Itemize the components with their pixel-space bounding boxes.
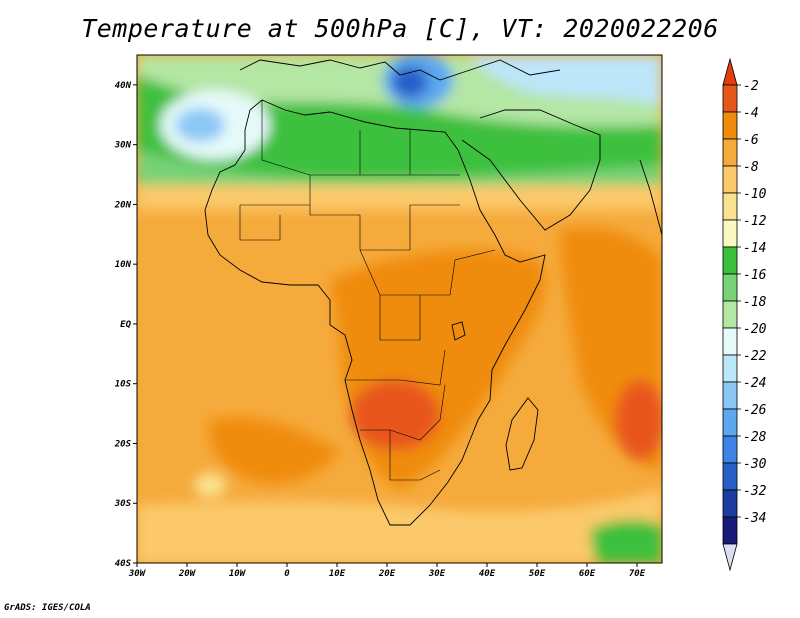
lon-tick-label: 10W xyxy=(229,569,247,579)
colorbar-swatch xyxy=(722,246,738,275)
map-title: Temperature at 500hPa [C], VT: 202002220… xyxy=(81,14,719,43)
colorbar-label: -30 xyxy=(743,457,767,472)
field-cold-trough-core xyxy=(392,66,428,98)
lon-tick-label: 60E xyxy=(579,569,596,579)
colorbar: -2 -4 -6 -8 -10 -12 -14 -16 -18 -20 -22 -24 -26 -28 -3… xyxy=(722,57,767,572)
temperature-field xyxy=(137,55,662,563)
lon-tick-label: 30W xyxy=(128,569,147,579)
colorbar-bottom-arrow xyxy=(722,543,738,572)
lon-tick-label: 70E xyxy=(629,569,646,579)
colorbar-swatch xyxy=(722,192,738,221)
field-band-transition xyxy=(137,185,662,210)
colorbar-swatch xyxy=(722,354,738,383)
field-warm-atlantic xyxy=(209,417,340,484)
colorbar-swatch xyxy=(722,381,738,410)
colorbar-swatch xyxy=(722,462,738,491)
lat-tick-label: 30S xyxy=(114,499,132,509)
colorbar-swatch xyxy=(722,408,738,437)
colorbar-swatch xyxy=(722,489,738,518)
colorbar-label: -26 xyxy=(743,403,767,418)
colorbar-label: -20 xyxy=(743,322,767,337)
grads-credit: GrADS: IGES/COLA xyxy=(4,603,91,613)
lon-tick-label: 50E xyxy=(529,569,546,579)
colorbar-swatch xyxy=(722,300,738,329)
colorbar-swatch xyxy=(722,165,738,194)
field-hot-core-southern-africa xyxy=(350,380,440,450)
map-frame xyxy=(136,54,663,564)
lon-tick-label: 30E xyxy=(428,569,446,579)
lon-tick-label: 10E xyxy=(329,569,346,579)
field-cold-core-west xyxy=(175,108,225,142)
colorbar-label: -2 xyxy=(743,79,759,94)
colorbar-label: -18 xyxy=(743,295,767,310)
africa-coastline xyxy=(204,99,546,526)
field-cold-pocket-east xyxy=(470,55,662,105)
border-lines xyxy=(239,100,496,481)
arabia-coastline xyxy=(461,109,601,231)
colorbar-label: -8 xyxy=(743,160,759,175)
colorbar-label: -24 xyxy=(743,376,766,391)
colorbar-swatch xyxy=(722,111,738,140)
lat-tick-label: 10N xyxy=(115,260,132,270)
colorbar-swatch xyxy=(722,516,738,545)
india-coastline xyxy=(639,159,662,236)
colorbar-swatch xyxy=(722,327,738,356)
lon-tick-label: 20E xyxy=(378,569,396,579)
lat-tick-label: 40S xyxy=(115,559,132,569)
colorbar-label: -22 xyxy=(743,349,767,364)
lon-tick-label: 40E xyxy=(479,569,496,579)
field-pale-pocket xyxy=(194,473,226,497)
colorbar-swatch xyxy=(722,435,738,464)
colorbar-top-arrow xyxy=(722,57,738,86)
colorbar-swatch xyxy=(722,84,738,113)
colorbar-label: -34 xyxy=(743,511,766,526)
lat-tick-label: 40N xyxy=(115,81,132,91)
colorbar-label: -4 xyxy=(743,106,759,121)
lake-victoria xyxy=(451,321,466,341)
lon-tick-label: 20W xyxy=(178,569,197,579)
colorbar-label: -16 xyxy=(743,268,767,283)
lon-tick-label: 0 xyxy=(284,569,290,579)
lat-tick-label: 20S xyxy=(114,439,132,449)
field-band-south-yellow xyxy=(137,490,662,563)
colorbar-label: -10 xyxy=(743,187,767,202)
colorbar-label: -6 xyxy=(743,133,759,148)
colorbar-label: -12 xyxy=(743,214,767,229)
lat-tick-label: 20N xyxy=(114,200,132,210)
lat-tick-label: 30N xyxy=(114,141,132,151)
colorbar-label: -32 xyxy=(743,484,767,499)
lat-tick-label: 10S xyxy=(115,380,132,390)
colorbar-label: -14 xyxy=(743,241,766,256)
europe-coastline xyxy=(239,59,561,81)
colorbar-swatch xyxy=(722,219,738,248)
field-hot-core-east xyxy=(615,380,662,460)
colorbar-swatch xyxy=(722,138,738,167)
colorbar-swatch xyxy=(722,273,738,302)
coastlines xyxy=(204,59,662,526)
lat-tick-label: EQ xyxy=(120,320,131,330)
madagascar-coastline xyxy=(505,397,539,471)
field-cold-south-east xyxy=(590,520,662,563)
colorbar-label: -28 xyxy=(743,430,767,445)
